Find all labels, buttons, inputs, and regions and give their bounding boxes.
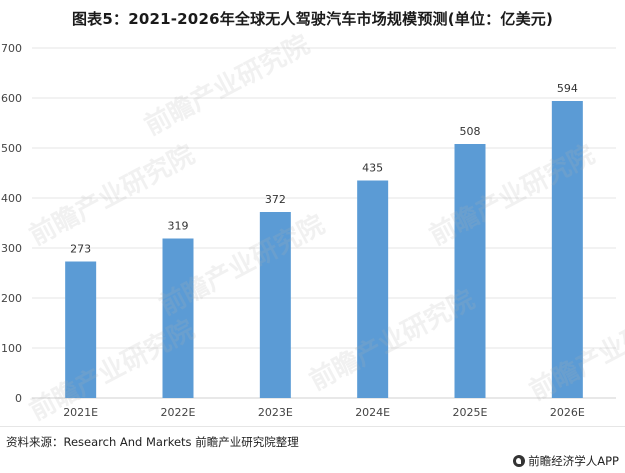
y-tick-label: 600 xyxy=(1,92,22,105)
brand-name: 前瞻经济学人APP xyxy=(528,454,619,468)
bar xyxy=(162,238,194,398)
brand-footer: 前瞻经济学人APP xyxy=(513,453,619,469)
bar xyxy=(65,261,97,398)
footer-divider xyxy=(0,426,625,427)
data-label: 435 xyxy=(362,162,383,175)
y-tick-label: 500 xyxy=(1,142,22,155)
y-tick-label: 300 xyxy=(1,242,22,255)
data-label: 508 xyxy=(460,125,481,138)
y-tick-label: 200 xyxy=(1,292,22,305)
bar xyxy=(259,212,291,398)
bar-chart: 0 100 200 300 400 500 600 700 273 2021E 319 2022E 37… xyxy=(1,42,616,419)
data-label: 372 xyxy=(265,193,286,206)
x-tick-label: 2026E xyxy=(550,406,585,419)
x-tick-label: 2023E xyxy=(258,406,293,419)
brand-logo-icon xyxy=(513,455,526,467)
chart-title: 图表5：2021-2026年全球无人驾驶汽车市场规模预测(单位：亿美元) xyxy=(71,10,554,28)
source-note: 资料来源：Research And Markets 前瞻产业研究院整理 xyxy=(6,435,299,449)
y-tick-label: 700 xyxy=(1,42,22,55)
y-tick-label: 400 xyxy=(1,192,22,205)
x-tick-label: 2022E xyxy=(161,406,196,419)
x-tick-label: 2024E xyxy=(355,406,390,419)
x-tick-label: 2025E xyxy=(453,406,488,419)
data-label: 319 xyxy=(168,220,189,233)
bar xyxy=(551,101,583,398)
y-tick-label: 100 xyxy=(1,342,22,355)
x-tick-label: 2021E xyxy=(63,406,98,419)
bar xyxy=(357,180,389,398)
data-label: 273 xyxy=(70,243,91,256)
bar xyxy=(454,144,486,398)
data-label: 594 xyxy=(557,82,578,95)
y-tick-label: 0 xyxy=(15,392,22,405)
